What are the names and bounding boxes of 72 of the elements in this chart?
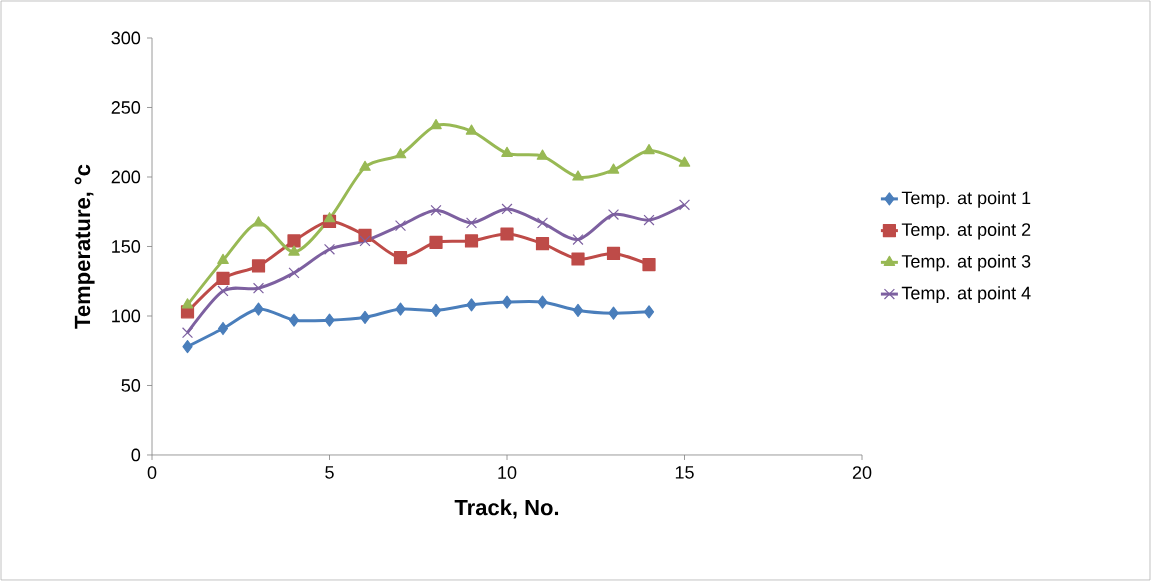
y-tick-label: 100 [112,309,141,323]
point [501,146,513,157]
point [572,303,584,318]
point [181,327,194,339]
x-tick-label: 0 [147,466,157,479]
point [535,237,550,251]
point [287,234,301,248]
y-tick-label: 0 [131,448,141,462]
point [359,235,371,247]
y-axis-title: Temperature, °c [74,164,95,329]
point [607,208,620,221]
point [217,253,229,264]
point [288,245,300,256]
point [359,310,371,324]
point [394,148,407,159]
x-axis-title: Track, No. [454,499,559,519]
legend-label: Temp. at point 4 [901,286,1031,303]
y-tick-label: 200 [111,170,141,184]
point [430,303,442,318]
point [501,203,513,215]
y-tick-label: 50 [121,379,141,392]
point [536,217,549,229]
point [466,298,477,312]
point [393,251,408,265]
point [465,217,478,229]
point [606,246,621,261]
point [394,220,407,232]
point [395,302,406,316]
point [643,305,655,319]
y-tick-label: 150 [112,240,141,253]
point [252,282,265,294]
point [251,259,266,273]
x-tick-label: 5 [325,466,334,479]
point [288,313,300,327]
point [323,212,336,223]
point [465,124,478,135]
point [430,118,442,130]
x-tick-label: 20 [852,466,872,479]
point [182,339,193,354]
point [252,216,265,227]
point [323,243,336,255]
point [678,199,691,211]
legend-label: Temp. at point 1 [901,191,1031,208]
point [216,271,230,286]
point [464,234,479,248]
point [537,295,548,309]
legend-label: Temp. at point 3 [901,254,1031,272]
point [324,313,335,327]
point [607,163,620,174]
point [643,143,655,155]
point [253,302,264,316]
legend-label: Temp. at point 2 [901,222,1031,240]
point [288,267,300,279]
point [359,160,371,171]
point [571,252,585,266]
x-tick-label: 15 [675,466,694,479]
point [217,321,229,336]
point [572,233,584,246]
y-tick-label: 250 [111,101,141,114]
x-tick-label: 10 [498,466,517,479]
point [642,257,656,272]
point [430,204,442,216]
point [572,170,584,181]
point [643,214,655,226]
point [217,285,229,297]
point [429,235,443,249]
point [501,295,513,309]
y-tick-label: 300 [111,31,141,45]
point [181,298,194,309]
point [500,227,514,241]
point [608,306,619,320]
point [678,156,691,167]
